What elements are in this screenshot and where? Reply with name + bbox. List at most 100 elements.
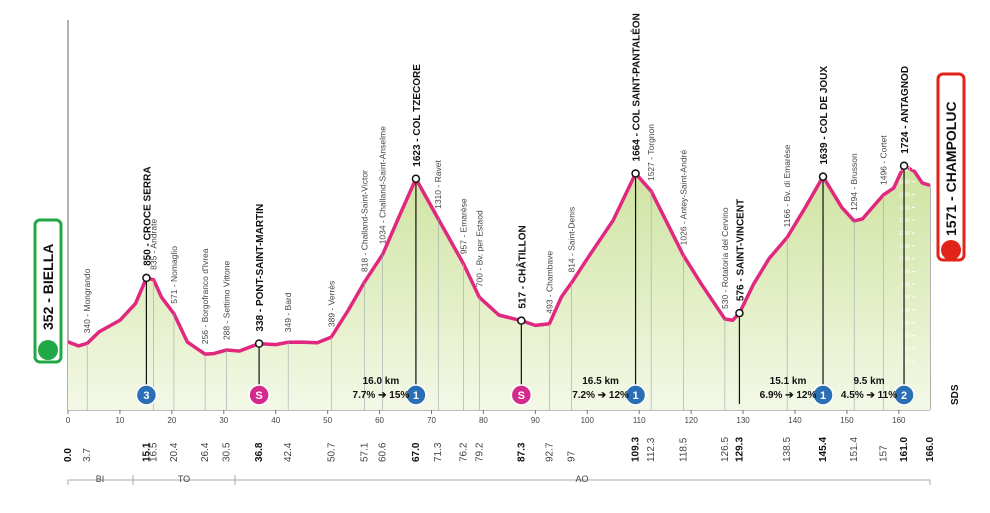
climb-grade: 6.9% ➔ 12% xyxy=(760,390,817,401)
waypoint-label: 700 - Bv. per Estaod xyxy=(474,210,484,287)
y-tick-label: 200 xyxy=(902,359,911,365)
km-label: 126.5 xyxy=(720,437,731,462)
summit-label: 517 - CHÂTILLON xyxy=(515,225,528,308)
summit-dot xyxy=(142,273,151,283)
km-label: 166.0 xyxy=(925,437,936,462)
x-tick-label: 10 xyxy=(115,416,124,425)
region-label: TO xyxy=(178,474,190,484)
waypoint-label: 349 - Bard xyxy=(283,292,293,332)
x-tick-label: 150 xyxy=(840,416,854,425)
start-box: 352 - BIELLA xyxy=(33,218,63,364)
y-tick-label: 1100 xyxy=(899,244,910,250)
regions xyxy=(67,475,931,485)
km-label: 145.4 xyxy=(818,437,829,462)
waypoint-label: 571 - Nomaglio xyxy=(169,246,179,304)
climb-badge xyxy=(812,384,834,406)
waypoint-label: 1294 - Brusson xyxy=(849,153,859,211)
km-label: 76.2 xyxy=(459,442,470,462)
km-label: 57.1 xyxy=(360,442,371,462)
km-label: 0.0 xyxy=(63,448,74,462)
region-label: BI xyxy=(96,474,105,484)
climb-grade: 7.7% ➔ 15% xyxy=(353,390,410,401)
km-label: 15.1 xyxy=(141,442,152,462)
km-label: 60.6 xyxy=(378,442,389,462)
badge-label: S xyxy=(255,390,262,402)
y-tick-label: 500 xyxy=(902,321,911,327)
km-label: 97 xyxy=(567,450,578,462)
climb-badge xyxy=(624,384,647,406)
x-tick-label: 80 xyxy=(479,416,488,425)
waypoint-label: 818 - Challand-Saint-Victor xyxy=(360,170,370,272)
km-label: 67.0 xyxy=(411,442,422,462)
x-tick-label: 90 xyxy=(531,416,540,425)
finish-icon xyxy=(941,240,961,260)
badge-label: 1 xyxy=(820,390,826,402)
badge-label: S xyxy=(518,390,525,402)
km-label: 151.4 xyxy=(849,437,860,462)
y-tick-label: 400 xyxy=(902,334,911,340)
km-label: 129.3 xyxy=(734,437,745,462)
summit-dot xyxy=(411,174,421,183)
x-tick-label: 70 xyxy=(427,416,436,425)
waypoint-label: 1527 - Torgnon xyxy=(646,124,656,181)
climb-distance: 16.0 km xyxy=(363,376,400,387)
x-tick-label: 160 xyxy=(892,416,906,425)
summit-label: 576 - SAINT-VINCENT xyxy=(735,199,746,301)
km-label: 112.3 xyxy=(646,437,657,462)
km-label: 36.8 xyxy=(254,442,265,462)
waypoint-label: 957 - Emarèse xyxy=(459,198,469,254)
km-label: 3.7 xyxy=(82,448,93,462)
climb-badge xyxy=(135,384,158,406)
x-tick-label: 60 xyxy=(375,416,384,425)
climb-distance: 16.5 km xyxy=(582,376,619,387)
waypoint-label: 256 - Borgofranco d'Ivrea xyxy=(200,248,210,344)
y-tick-label: 600 xyxy=(902,308,911,314)
waypoint-label: 1166 - Bv. di Emarèse xyxy=(782,144,792,227)
summit-label: 1724 - ANTAGNOD xyxy=(900,66,911,154)
km-label: 87.3 xyxy=(516,442,527,462)
summit-dot xyxy=(517,316,526,325)
waypoint-label: 288 - Settimo Vittone xyxy=(221,261,231,340)
waypoint-label: 1026 - Antey-Saint-André xyxy=(678,150,688,246)
km-label: 50.7 xyxy=(326,442,337,462)
summit-dot xyxy=(818,172,828,181)
finish-label: 1571 - CHAMPOLUC xyxy=(943,101,959,236)
km-label: 109.3 xyxy=(631,437,642,462)
km-label: 30.5 xyxy=(221,442,232,462)
profile-area xyxy=(68,165,930,410)
waypoint-label: 1034 - Challand-Saint-Anselme xyxy=(378,126,388,244)
waypoint-label: 1496 - Cortet xyxy=(878,135,888,185)
x-tick-label: 110 xyxy=(633,416,646,425)
x-tick-label: 20 xyxy=(167,416,176,425)
x-tick-label: 140 xyxy=(788,416,802,425)
badge-label: 1 xyxy=(633,390,639,402)
km-label: 26.4 xyxy=(200,442,211,462)
km-label: 118.5 xyxy=(678,437,689,462)
waypoint-label: 340 - Mongrando xyxy=(82,268,92,333)
km-label: 16.5 xyxy=(149,442,160,462)
waypoint-label: 389 - Verrès xyxy=(326,281,336,327)
km-label: 42.4 xyxy=(283,442,294,462)
start-frame xyxy=(33,218,63,364)
km-label: 79.2 xyxy=(474,442,485,462)
climb-grade: 7.2% ➔ 12% xyxy=(572,390,629,401)
sds-label: SDS xyxy=(950,384,961,405)
summit-dot xyxy=(899,161,909,171)
sprint-badge xyxy=(510,384,533,406)
waypoint-label: 835 - Andrate xyxy=(149,219,159,270)
km-label: 138.5 xyxy=(782,437,793,462)
x-tick-label: 100 xyxy=(581,416,595,425)
region-label: AO xyxy=(575,474,588,484)
km-label: 161.0 xyxy=(899,437,910,462)
waypoint-label: 814 - Saint-Denis xyxy=(567,207,577,273)
waypoint-label: 530 - Rotatoria del Cervino xyxy=(720,207,730,309)
region-line xyxy=(67,479,931,485)
summit-dot xyxy=(254,339,264,348)
summit-label: 1664 - COL SAINT-PANTALÉON xyxy=(630,13,643,161)
x-tick-label: 130 xyxy=(736,416,750,425)
waypoint-label: 1310 - Ravet xyxy=(433,160,443,209)
waypoint-label: 493 - Chambave xyxy=(544,251,554,314)
summit-label: 850 - CROCE SERRA xyxy=(142,166,153,265)
climb-distance: 9.5 km xyxy=(853,376,884,387)
